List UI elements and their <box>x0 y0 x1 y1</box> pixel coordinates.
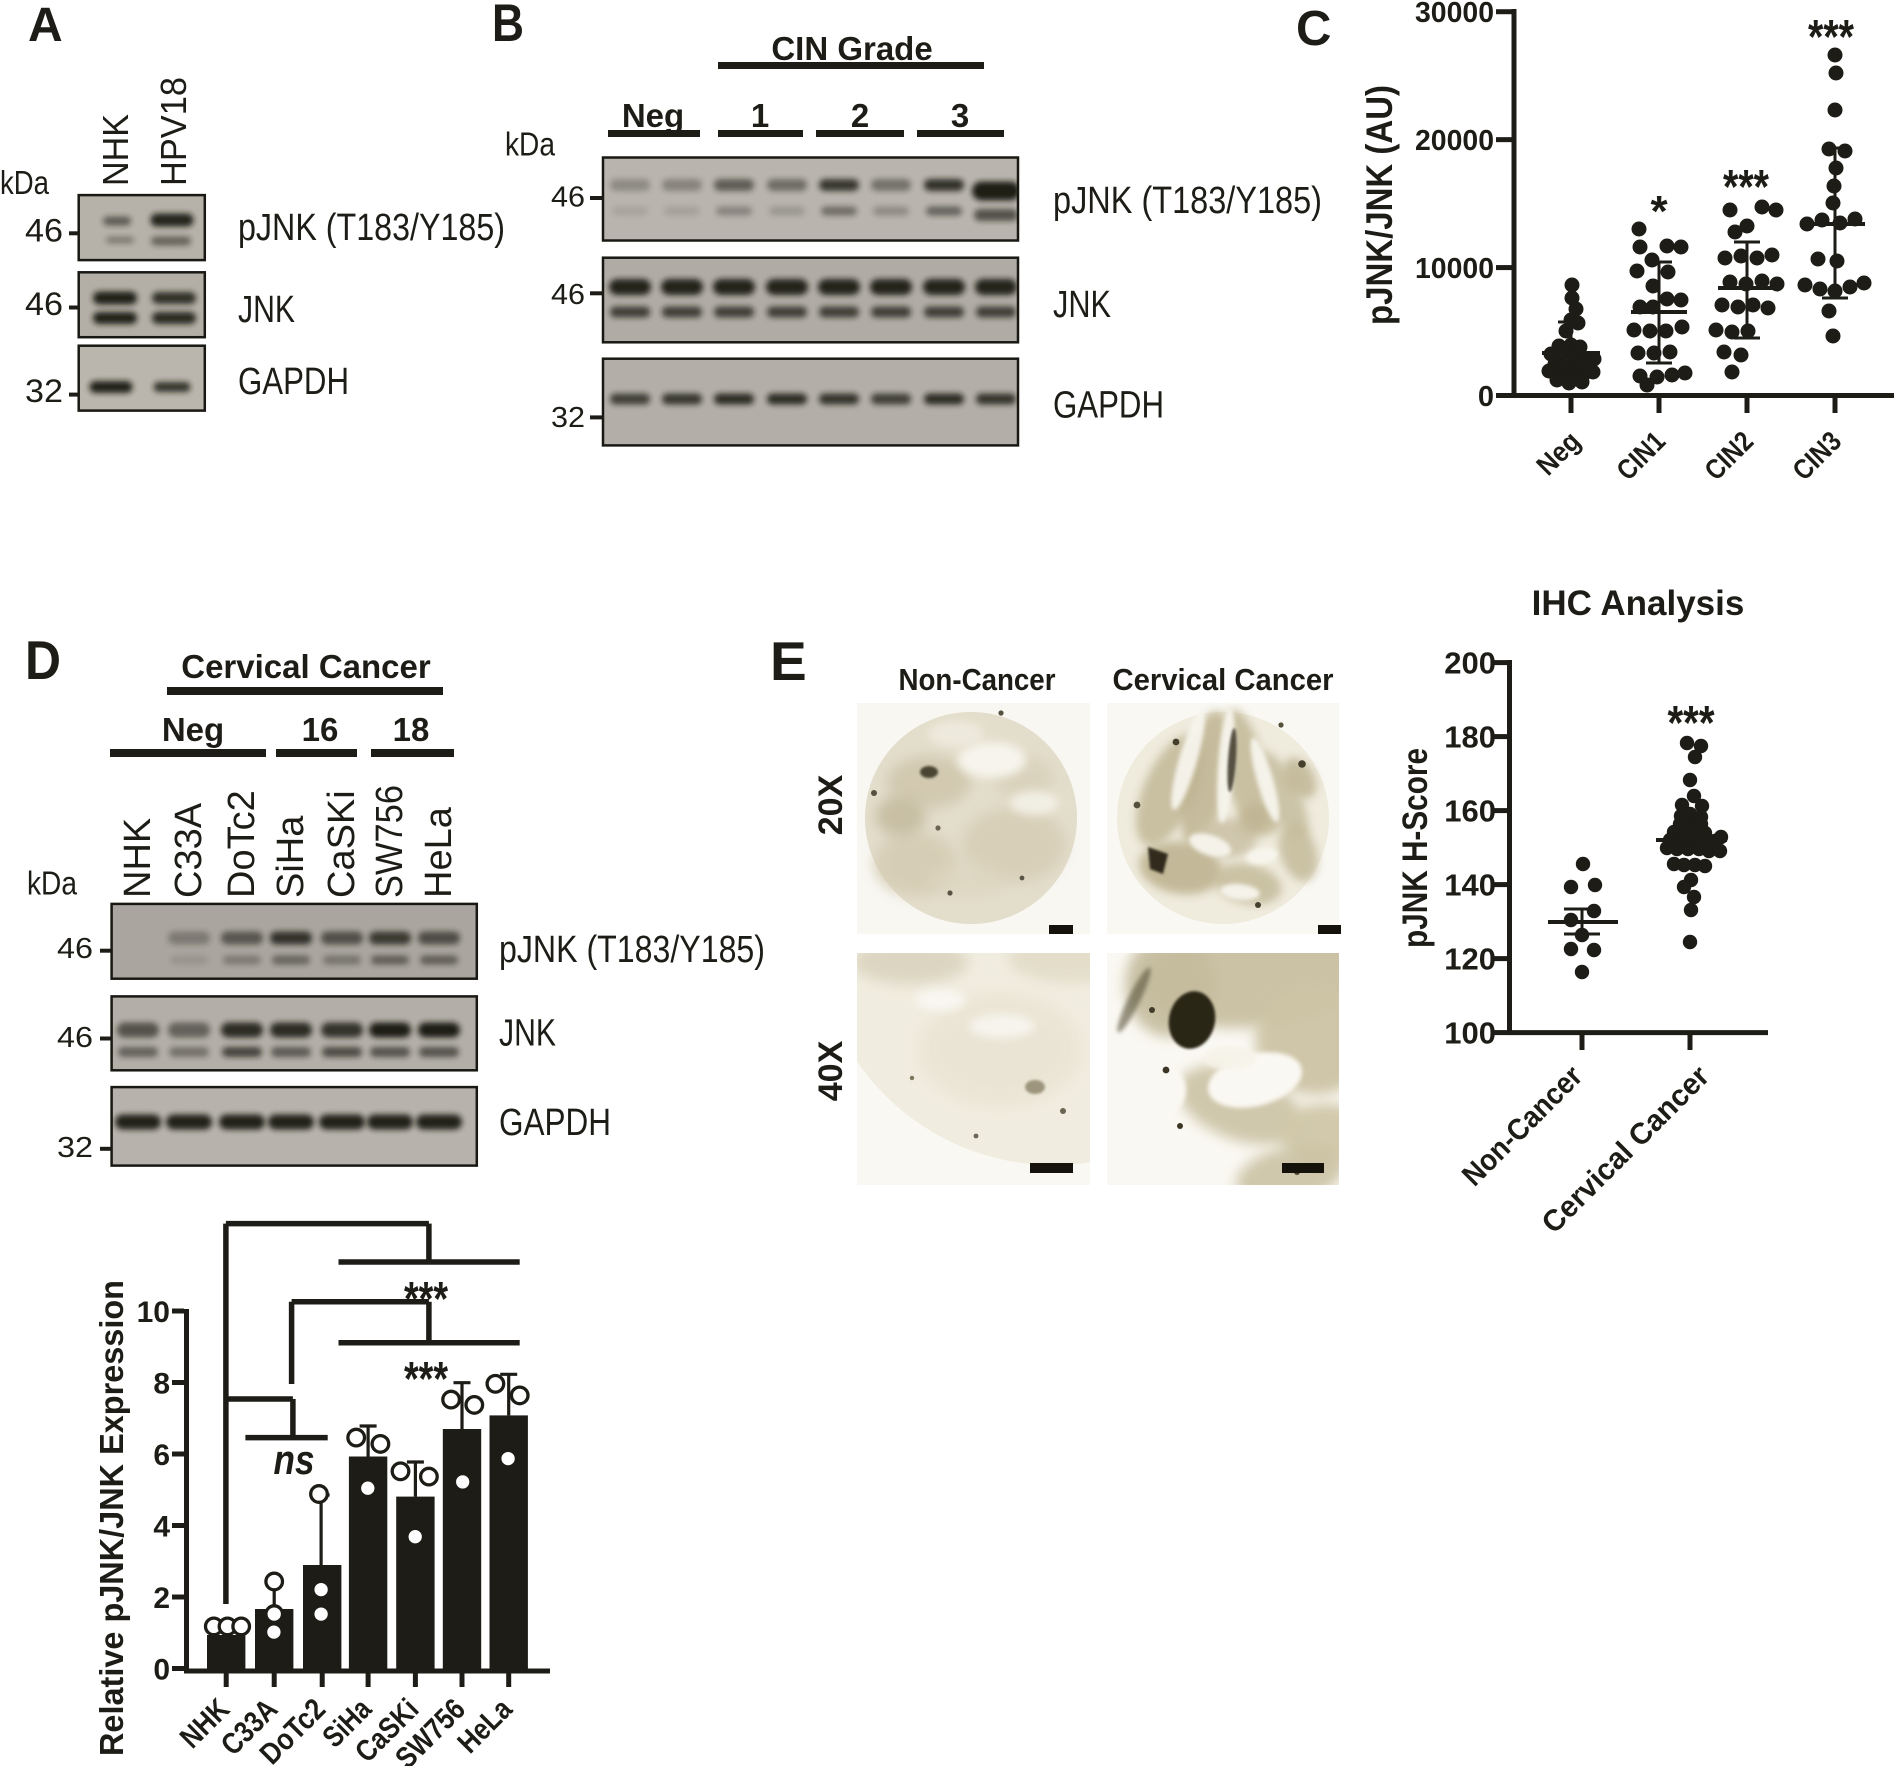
svg-text:32: 32 <box>25 373 63 409</box>
svg-text:D: D <box>25 629 61 691</box>
svg-text:40X: 40X <box>812 1040 850 1101</box>
svg-text:A: A <box>28 0 63 52</box>
svg-text:8: 8 <box>153 1368 170 1401</box>
svg-text:NHK: NHK <box>95 114 136 186</box>
svg-text:Neg: Neg <box>162 711 224 748</box>
svg-text:20000: 20000 <box>1415 125 1494 157</box>
svg-text:Neg: Neg <box>622 97 684 134</box>
svg-text:Cervical Cancer: Cervical Cancer <box>181 648 431 685</box>
svg-text:Non-Cancer: Non-Cancer <box>899 662 1056 697</box>
svg-text:pJNK H-Score: pJNK H-Score <box>1396 748 1435 948</box>
svg-text:Cervical Cancer: Cervical Cancer <box>1113 662 1334 697</box>
svg-text:Relative pJNK/JNK Expression: Relative pJNK/JNK Expression <box>93 1280 130 1756</box>
svg-text:18: 18 <box>393 711 430 748</box>
svg-text:100: 100 <box>1444 1016 1496 1051</box>
svg-text:4: 4 <box>153 1511 170 1544</box>
svg-text:C33A: C33A <box>168 802 210 898</box>
svg-text:20X: 20X <box>812 774 850 835</box>
svg-text:46: 46 <box>25 213 63 249</box>
svg-text:DoTc2: DoTc2 <box>221 790 263 898</box>
svg-text:0: 0 <box>153 1654 170 1687</box>
svg-text:160: 160 <box>1444 794 1496 829</box>
svg-text:B: B <box>492 0 524 53</box>
svg-text:E: E <box>770 630 807 692</box>
svg-text:46: 46 <box>551 182 585 214</box>
svg-text:0: 0 <box>1478 381 1494 413</box>
svg-text:10: 10 <box>137 1296 170 1329</box>
svg-text:32: 32 <box>57 1132 93 1164</box>
svg-text:46: 46 <box>57 1022 93 1054</box>
svg-text:6: 6 <box>153 1439 170 1472</box>
svg-text:JNK: JNK <box>238 289 295 331</box>
svg-text:***: *** <box>1723 161 1769 214</box>
svg-text:kDa: kDa <box>505 126 556 163</box>
svg-text:2: 2 <box>851 97 869 134</box>
svg-text:kDa: kDa <box>27 865 78 902</box>
svg-text:pJNK (T183/Y185): pJNK (T183/Y185) <box>499 929 765 971</box>
svg-text:46: 46 <box>25 286 63 322</box>
svg-text:SW756: SW756 <box>369 785 411 898</box>
svg-text:120: 120 <box>1444 942 1496 977</box>
svg-text:kDa: kDa <box>0 164 50 201</box>
svg-text:10000: 10000 <box>1415 253 1494 285</box>
svg-text:***: *** <box>1808 11 1854 64</box>
svg-text:pJNK (T183/Y185): pJNK (T183/Y185) <box>1053 180 1322 222</box>
svg-text:SiHa: SiHa <box>270 815 312 898</box>
svg-text:GAPDH: GAPDH <box>238 361 349 403</box>
svg-text:JNK: JNK <box>1053 284 1111 326</box>
svg-text:CIN Grade: CIN Grade <box>771 30 932 67</box>
svg-text:32: 32 <box>551 402 585 434</box>
svg-text:180: 180 <box>1444 720 1496 755</box>
svg-text:***: *** <box>404 1273 448 1326</box>
svg-text:HPV18: HPV18 <box>153 77 194 186</box>
svg-text:JNK: JNK <box>499 1013 556 1055</box>
svg-text:46: 46 <box>57 933 93 965</box>
svg-text:***: *** <box>1668 697 1715 750</box>
svg-text:pJNK/JNK (AU): pJNK/JNK (AU) <box>1359 85 1400 325</box>
svg-text:16: 16 <box>302 711 339 748</box>
svg-text:2: 2 <box>153 1582 170 1615</box>
svg-text:200: 200 <box>1444 646 1496 681</box>
svg-text:GAPDH: GAPDH <box>499 1102 611 1144</box>
svg-text:CaSKi: CaSKi <box>321 790 363 898</box>
svg-text:IHC Analysis: IHC Analysis <box>1532 584 1745 623</box>
svg-text:C: C <box>1296 2 1331 56</box>
svg-text:ns: ns <box>274 1436 315 1483</box>
svg-text:GAPDH: GAPDH <box>1053 385 1164 427</box>
svg-text:pJNK (T183/Y185): pJNK (T183/Y185) <box>238 207 505 249</box>
svg-text:NHK: NHK <box>117 818 159 898</box>
svg-text:46: 46 <box>551 279 585 311</box>
svg-text:1: 1 <box>751 97 769 134</box>
svg-text:30000: 30000 <box>1415 0 1494 29</box>
svg-text:3: 3 <box>951 97 969 134</box>
svg-text:*: * <box>1650 187 1668 236</box>
svg-text:HeLa: HeLa <box>418 806 460 898</box>
svg-text:***: *** <box>404 1353 448 1406</box>
svg-text:140: 140 <box>1444 868 1496 903</box>
